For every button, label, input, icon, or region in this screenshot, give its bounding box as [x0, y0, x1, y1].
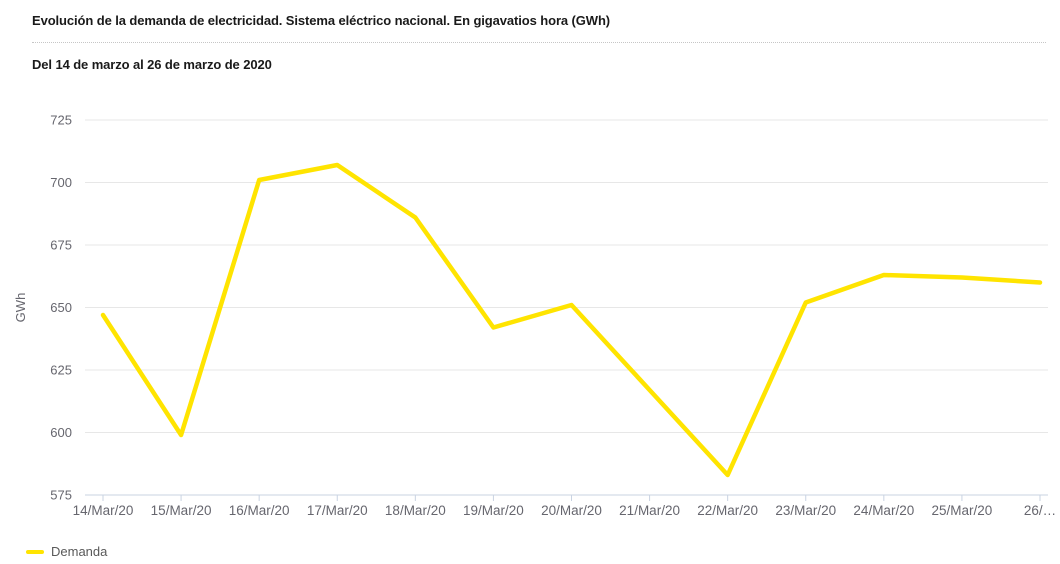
y-tick-label: 700	[50, 175, 72, 190]
line-chart-canvas: 575 600 625 650 675 700 725 14/Mar/20 15/Mar/20 1…	[13, 113, 1056, 519]
legend-label: Demanda	[51, 544, 108, 559]
x-tick-label: 18/Mar/20	[385, 503, 446, 518]
chart-header: Evolución de la demanda de electricidad.…	[0, 0, 1060, 73]
x-tick-label: 26/…	[1024, 503, 1056, 518]
y-tick-label: 600	[50, 425, 72, 440]
x-tick-label: 24/Mar/20	[853, 503, 914, 518]
x-tick-label: 16/Mar/20	[229, 503, 290, 518]
legend-line-swatch	[26, 549, 44, 554]
chart-title: Evolución de la demanda de electricidad.…	[32, 13, 611, 28]
x-tick-label: 23/Mar/20	[775, 503, 836, 518]
x-tick-label: 22/Mar/20	[697, 503, 758, 518]
y-tick-label: 575	[50, 488, 72, 503]
x-tick-label: 20/Mar/20	[541, 503, 602, 518]
series-line-demanda[interactable]	[100, 162, 1043, 478]
x-tick-label: 25/Mar/20	[932, 503, 993, 518]
x-tick-label: 21/Mar/20	[619, 503, 680, 518]
y-tick-label: 675	[50, 238, 72, 253]
x-tick-label: 15/Mar/20	[151, 503, 212, 518]
x-tick-label: 14/Mar/20	[73, 503, 134, 518]
y-tick-label: 650	[50, 300, 72, 315]
y-axis-title: GWh	[13, 293, 28, 323]
legend-item-demanda[interactable]: Demanda	[26, 544, 1060, 559]
dotted-separator	[32, 42, 1046, 43]
y-tick-label: 625	[50, 363, 72, 378]
x-tick-label: 19/Mar/20	[463, 503, 524, 518]
chart-subtitle: Del 14 de marzo al 26 de marzo de 2020	[32, 57, 272, 72]
x-tick-label: 17/Mar/20	[307, 503, 368, 518]
y-tick-label: 725	[50, 113, 72, 128]
